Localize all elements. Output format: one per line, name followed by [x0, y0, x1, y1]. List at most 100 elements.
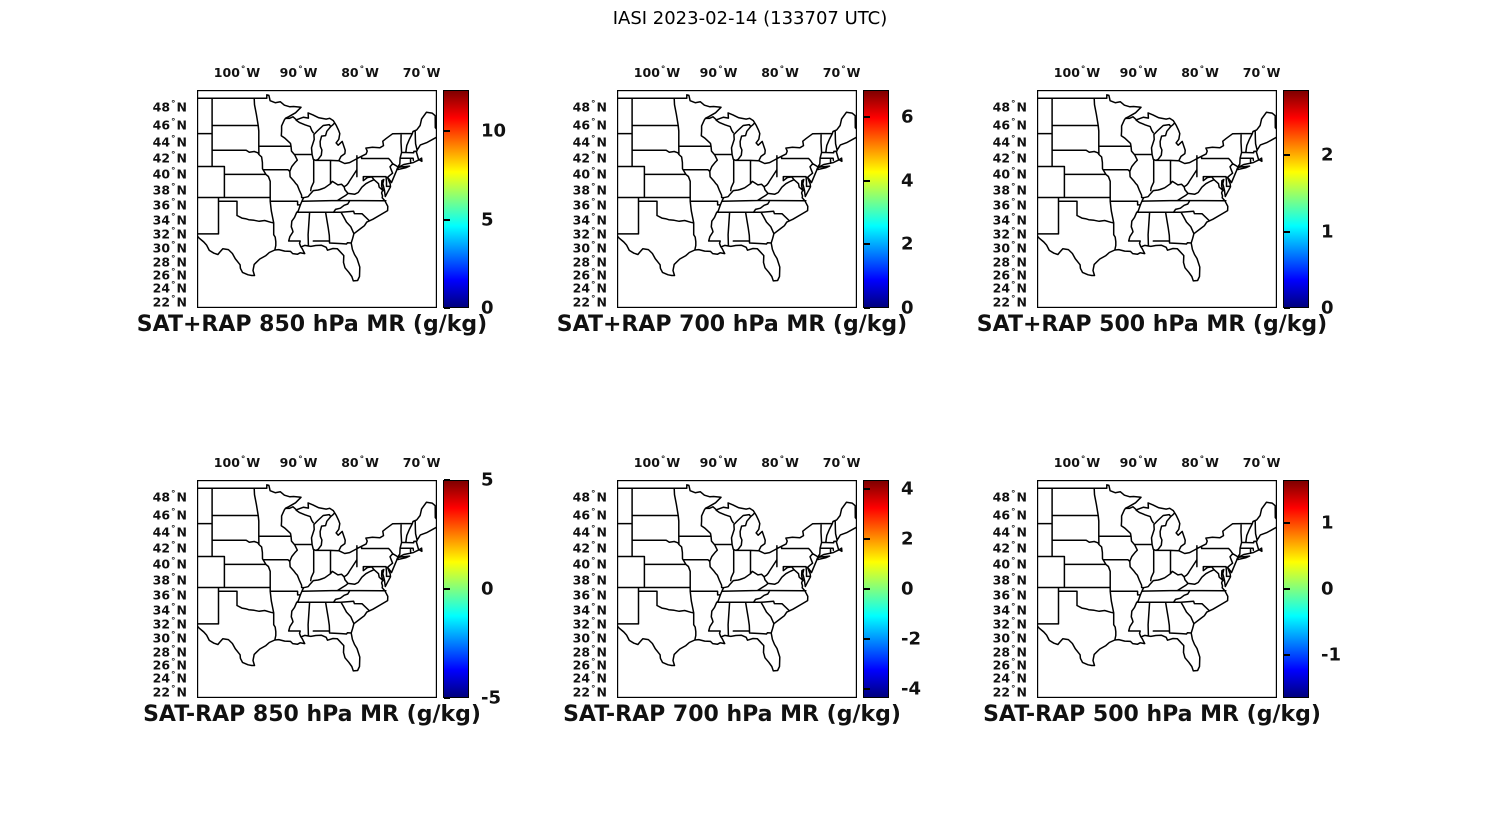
lat-tick-label: 22°N [152, 684, 187, 700]
lon-tick-label: 80°W [341, 65, 379, 80]
colorbar-tick-label: 2 [901, 528, 914, 550]
lat-tick-label: 36°N [572, 587, 607, 603]
colorbar-tick-label: 10 [481, 120, 507, 142]
state-boundaries [197, 94, 437, 282]
lon-tick-label: 100°W [1053, 455, 1101, 470]
lat-tick-label: 44°N [572, 134, 607, 150]
panel-sat-plus-rap-500-mr: 100°W 90°W 80°W 70°W 48°N 46°N 44°N 42°N 40°N 38… [957, 55, 1357, 355]
panel-sat-minus-rap-850-mr: 100°W 90°W 80°W 70°W 48°N 46°N 44°N 42°N 40°N 38… [117, 445, 517, 745]
colorbar [863, 480, 889, 698]
lat-tick-label: 48°N [572, 99, 607, 115]
state-boundaries [617, 94, 857, 282]
lon-tick-label: 70°W [1242, 455, 1281, 470]
lat-tick-label: 38°N [152, 182, 187, 198]
lon-tick-label: 90°W [279, 65, 318, 80]
state-boundaries [1037, 484, 1277, 672]
lon-tick-label: 80°W [761, 65, 799, 80]
lat-tick-label: 48°N [992, 99, 1027, 115]
lon-tick-label: 80°W [1181, 455, 1219, 470]
colorbar-tick-label: 6 [901, 106, 914, 128]
lat-tick-label: 28°N [572, 254, 607, 270]
lat-tick-label: 46°N [992, 507, 1027, 523]
lon-tick-label: 90°W [699, 455, 738, 470]
colorbar-tick-label: 0 [901, 578, 914, 600]
lat-axis: 48°N 46°N 44°N 42°N 40°N 38°N 36°N 34°N 32°N 30°N… [957, 90, 1031, 310]
lat-tick-label: 22°N [992, 294, 1027, 310]
lat-tick-label: 32°N [152, 226, 187, 242]
lat-tick-label: 34°N [572, 212, 607, 228]
lat-tick-label: 28°N [992, 644, 1027, 660]
lat-tick-label: 48°N [572, 489, 607, 505]
colorbar-tick-label: 4 [901, 170, 914, 192]
lat-tick-label: 44°N [152, 134, 187, 150]
lat-tick-label: 30°N [152, 630, 187, 646]
lat-axis: 48°N 46°N 44°N 42°N 40°N 38°N 36°N 34°N 32°N 30°N… [537, 480, 611, 699]
panel-title: SAT-RAP 700 hPa MR (g/kg) [563, 702, 901, 727]
colorbar-tick-label: 0 [1321, 578, 1334, 600]
colorbar-tick-label: 5 [481, 469, 494, 491]
lon-tick-label: 80°W [341, 455, 379, 470]
lat-tick-label: 22°N [152, 294, 187, 310]
lat-tick-label: 44°N [572, 524, 607, 540]
lat-tick-label: 28°N [572, 644, 607, 660]
lon-tick-label: 70°W [822, 455, 861, 470]
lon-tick-label: 90°W [1119, 455, 1158, 470]
panel-title: SAT+RAP 850 hPa MR (g/kg) [136, 312, 488, 337]
lon-axis: 100°W 90°W 80°W 70°W [617, 55, 861, 85]
lat-tick-label: 24°N [152, 280, 187, 296]
colorbar-tick-label: -4 [901, 678, 921, 700]
lat-tick-label: 46°N [992, 117, 1027, 133]
lon-tick-label: 80°W [761, 455, 799, 470]
lat-tick-label: 24°N [152, 670, 187, 686]
lat-tick-label: 38°N [572, 572, 607, 588]
lat-tick-label: 36°N [152, 587, 187, 603]
lat-axis: 48°N 46°N 44°N 42°N 40°N 38°N 36°N 34°N 32°N 30°N… [957, 480, 1031, 699]
figure-title: IASI 2023-02-14 (133707 UTC) [612, 8, 888, 29]
lon-tick-label: 70°W [402, 65, 441, 80]
lat-tick-label: 40°N [152, 166, 187, 182]
lat-tick-label: 26°N [992, 267, 1027, 283]
colorbar-tick-label: 1 [1321, 512, 1334, 534]
lat-tick-label: 44°N [992, 524, 1027, 540]
lat-tick-label: 32°N [992, 226, 1027, 242]
lat-tick-label: 42°N [572, 150, 607, 166]
lat-axis: 48°N 46°N 44°N 42°N 40°N 38°N 36°N 34°N 32°N 30°N… [117, 90, 191, 310]
lat-tick-label: 26°N [572, 267, 607, 283]
lat-tick-label: 24°N [992, 670, 1027, 686]
lat-tick-label: 30°N [152, 240, 187, 256]
lon-tick-label: 90°W [1119, 65, 1158, 80]
lon-tick-label: 100°W [213, 455, 261, 470]
lat-tick-label: 32°N [152, 616, 187, 632]
lat-tick-label: 40°N [992, 166, 1027, 182]
lat-tick-label: 46°N [572, 507, 607, 523]
lat-tick-label: 42°N [152, 150, 187, 166]
lat-tick-label: 24°N [992, 280, 1027, 296]
state-boundaries [197, 484, 437, 672]
lat-tick-label: 22°N [572, 294, 607, 310]
lat-tick-label: 44°N [152, 524, 187, 540]
colorbar [1283, 480, 1309, 698]
lat-tick-label: 34°N [992, 212, 1027, 228]
colorbar-tick-label: -1 [1321, 644, 1341, 666]
colorbar-tick-label: 1 [1321, 221, 1334, 242]
us-states-map [617, 480, 857, 698]
lon-tick-label: 100°W [1053, 65, 1101, 80]
lon-tick-label: 70°W [1242, 65, 1281, 80]
lat-tick-label: 36°N [152, 197, 187, 213]
lat-tick-label: 30°N [572, 630, 607, 646]
colorbar-tick-label: 4 [901, 478, 914, 500]
lat-tick-label: 32°N [572, 616, 607, 632]
lon-tick-label: 100°W [633, 65, 681, 80]
lat-tick-label: 36°N [572, 197, 607, 213]
lat-tick-label: 32°N [572, 226, 607, 242]
lat-tick-label: 28°N [152, 254, 187, 270]
lat-tick-label: 30°N [992, 630, 1027, 646]
lat-tick-label: 44°N [992, 134, 1027, 150]
lat-tick-label: 26°N [572, 657, 607, 673]
lat-tick-label: 46°N [152, 507, 187, 523]
us-states-map [1037, 480, 1277, 698]
colorbar [1283, 90, 1309, 308]
colorbar [443, 480, 469, 698]
lon-tick-label: 70°W [402, 455, 441, 470]
